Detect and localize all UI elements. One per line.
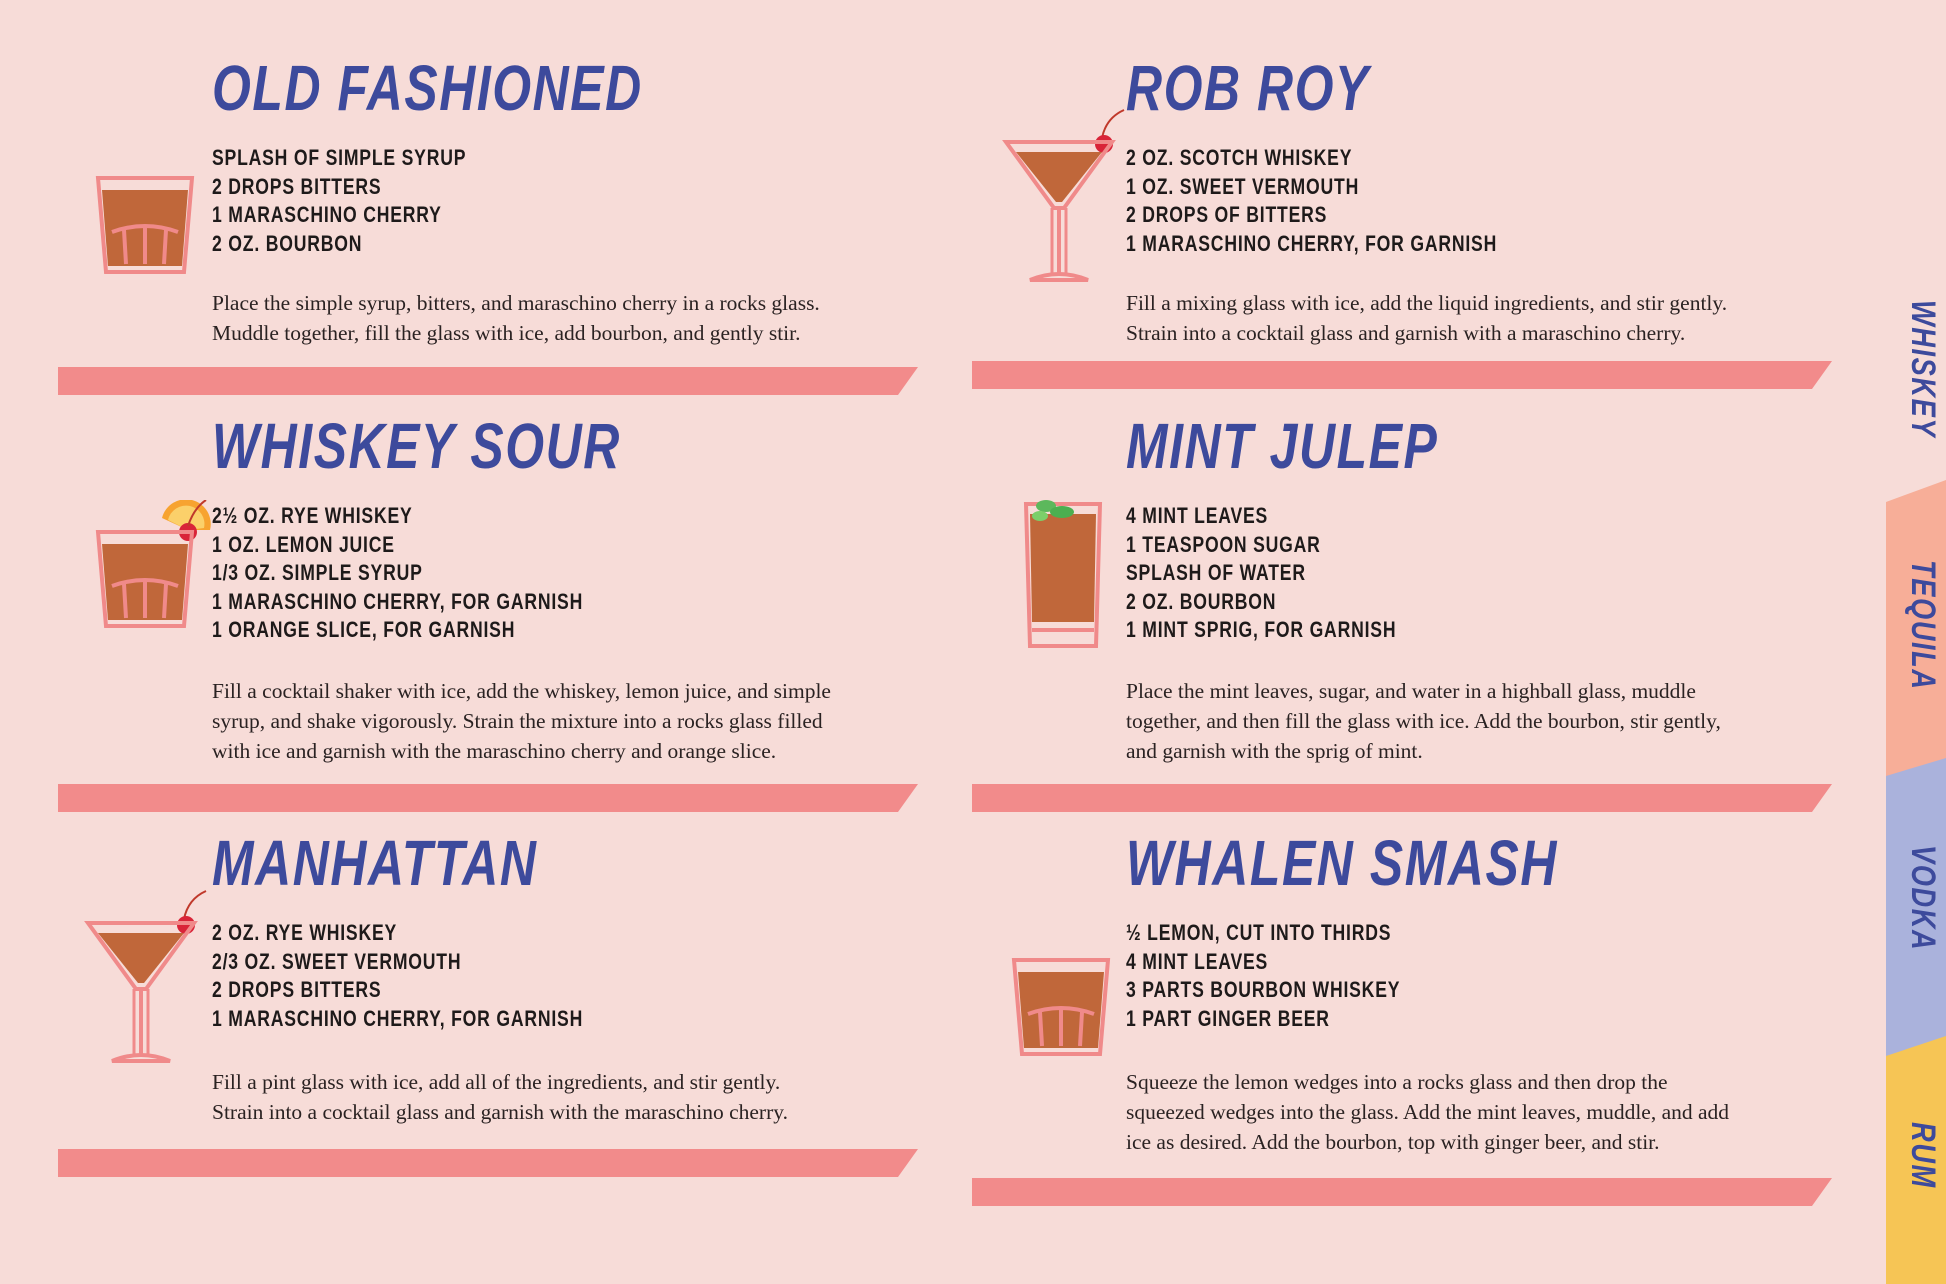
recipe-description: Fill a mixing glass with ice, add the li…	[1126, 288, 1727, 348]
ingredient: 1 OZ. SWEET VERMOUTH	[1126, 173, 1360, 199]
description-line: ice as desired. Add the bourbon, top wit…	[1126, 1130, 1660, 1154]
recipe-description: Fill a pint glass with ice, add all of t…	[212, 1067, 788, 1127]
ingredient: 1 MINT SPRIG, FOR GARNISH	[1126, 617, 1397, 642]
description-line: Fill a mixing glass with ice, add the li…	[1126, 291, 1728, 315]
highball-glass-icon	[1018, 494, 1108, 659]
rocks-glass-icon	[92, 146, 217, 281]
ingredient: 2 OZ. SCOTCH WHISKEY	[1126, 145, 1353, 170]
ingredient-list: ½ LEMON, CUT INTO THIRDS 4 MINT LEAVES 3 P…	[1126, 919, 1469, 1033]
recipe-card: WHISKEY SOUR 2½ OZ. RYE WHISKEY 1 OZ. LEMO…	[58, 414, 938, 834]
ingredient-list: SPLASH OF SIMPLE SYRUP 2 DROPS BITTERS 1 M…	[212, 144, 530, 258]
description-line: with ice and garnish with the maraschino…	[212, 739, 777, 763]
recipe-title: WHISKEY SOUR	[212, 410, 621, 482]
description-line: Fill a cocktail shaker with ice, add the…	[212, 679, 831, 703]
ingredient: 1 ORANGE SLICE, FOR GARNISH	[212, 617, 516, 642]
recipe-card: MINT JULEP 4 MINT LEAVES 1 TEASPOON SUGAR S…	[972, 414, 1852, 834]
ingredient: SPLASH OF SIMPLE SYRUP	[212, 145, 467, 170]
ingredient: 4 MINT LEAVES	[1126, 503, 1269, 528]
divider-bar	[972, 1178, 1832, 1206]
cocktail-glass-icon	[82, 869, 212, 1074]
rocks-glass-orange-icon	[92, 499, 217, 635]
ingredient: 3 PARTS BOURBON WHISKEY	[1126, 977, 1401, 1002]
description-line: Squeeze the lemon wedges into a rocks gl…	[1126, 1070, 1668, 1094]
recipe-description: Place the mint leaves, sugar, and water …	[1126, 676, 1721, 766]
ingredient: 2 DROPS OF BITTERS	[1126, 202, 1328, 227]
recipe-title: ROB ROY	[1126, 52, 1370, 124]
divider-bar	[58, 784, 918, 812]
tab-label[interactable]: RUM	[1904, 1122, 1942, 1189]
recipe-title: OLD FASHIONED	[212, 52, 643, 124]
recipe-title: MANHATTAN	[212, 827, 538, 899]
ingredient-list: 2 OZ. SCOTCH WHISKEY 1 OZ. SWEET VERMOUTH…	[1126, 144, 1590, 258]
recipe-card: OLD FASHIONED SPLASH OF SIMPLE SYRUP 2 DRO…	[58, 56, 938, 476]
recipe-title: MINT JULEP	[1126, 410, 1439, 482]
description-line: squeezed wedges into the glass. Add the …	[1126, 1100, 1730, 1124]
ingredient: 1 TEASPOON SUGAR	[1126, 531, 1321, 557]
ingredient: 1 MARASCHINO CHERRY	[212, 202, 442, 227]
tab-label[interactable]: WHISKEY	[1904, 300, 1942, 439]
recipe-card: WHALEN SMASH ½ LEMON, CUT INTO THIRDS 4 MI…	[972, 831, 1852, 1251]
ingredient: 1 OZ. LEMON JUICE	[212, 531, 395, 557]
tab-whiskey[interactable]	[1886, 0, 1946, 500]
description-line: Place the simple syrup, bitters, and mar…	[212, 291, 820, 315]
recipe-description: Fill a cocktail shaker with ice, add the…	[212, 676, 831, 766]
description-line: together, and then fill the glass with i…	[1126, 709, 1721, 733]
ingredient-list: 2 OZ. RYE WHISKEY 2/3 OZ. SWEET VERMOUTH 2…	[212, 919, 676, 1033]
ingredient: 2 DROPS BITTERS	[212, 977, 382, 1002]
ingredient: 2½ OZ. RYE WHISKEY	[212, 503, 413, 528]
ingredient: 2 DROPS BITTERS	[212, 173, 382, 199]
tab-label[interactable]: VODKA	[1904, 845, 1942, 952]
recipe-card: ROB ROY 2 OZ. SCOTCH WHISKEY 1 OZ. SWEET V…	[972, 56, 1852, 476]
ingredient: 2 OZ. RYE WHISKEY	[212, 920, 398, 945]
ingredient: ½ LEMON, CUT INTO THIRDS	[1126, 920, 1392, 945]
recipe-card: MANHATTAN 2 OZ. RYE WHISKEY 2/3 OZ. SWEET …	[58, 831, 938, 1251]
ingredient: 1 PART GINGER BEER	[1126, 1005, 1330, 1031]
ingredient: 2 OZ. BOURBON	[1126, 588, 1277, 614]
ingredient: 2 OZ. BOURBON	[212, 230, 363, 256]
ingredient-list: 4 MINT LEAVES 1 TEASPOON SUGAR SPLASH OF W…	[1126, 502, 1464, 645]
recipe-title: WHALEN SMASH	[1126, 827, 1558, 899]
cocktail-glass-icon	[1000, 88, 1130, 293]
recipe-description: Place the simple syrup, bitters, and mar…	[212, 288, 820, 348]
description-line: syrup, and shake vigorously. Strain the …	[212, 709, 823, 733]
recipe-description: Squeeze the lemon wedges into a rocks gl…	[1126, 1067, 1729, 1157]
description-line: Strain into a cocktail glass and garnish…	[212, 1100, 788, 1124]
description-line: Place the mint leaves, sugar, and water …	[1126, 679, 1696, 703]
description-line: and garnish with the sprig of mint.	[1126, 739, 1423, 763]
divider-bar	[58, 367, 918, 395]
ingredient-list: 2½ OZ. RYE WHISKEY 1 OZ. LEMON JUICE 1/3 O…	[212, 502, 676, 645]
ingredient: 2/3 OZ. SWEET VERMOUTH	[212, 948, 462, 974]
tab-vodka[interactable]	[1886, 758, 1946, 1058]
rocks-glass-icon	[1008, 928, 1133, 1063]
ingredient: 1/3 OZ. SIMPLE SYRUP	[212, 560, 423, 585]
ingredient: 4 MINT LEAVES	[1126, 948, 1269, 974]
description-line: Fill a pint glass with ice, add all of t…	[212, 1070, 781, 1094]
tab-rum[interactable]	[1886, 1036, 1946, 1284]
divider-bar	[972, 784, 1832, 812]
ingredient: 1 MARASCHINO CHERRY, FOR GARNISH	[212, 588, 584, 614]
tab-label[interactable]: TEQUILA	[1904, 560, 1942, 691]
description-line: Strain into a cocktail glass and garnish…	[1126, 321, 1686, 345]
ingredient: SPLASH OF WATER	[1126, 560, 1306, 585]
tab-tequila[interactable]	[1886, 480, 1946, 780]
divider-bar	[58, 1149, 918, 1177]
description-line: Muddle together, fill the glass with ice…	[212, 321, 801, 345]
ingredient: 1 MARASCHINO CHERRY, FOR GARNISH	[1126, 230, 1498, 256]
ingredient: 1 MARASCHINO CHERRY, FOR GARNISH	[212, 1005, 584, 1031]
divider-bar	[972, 361, 1832, 389]
